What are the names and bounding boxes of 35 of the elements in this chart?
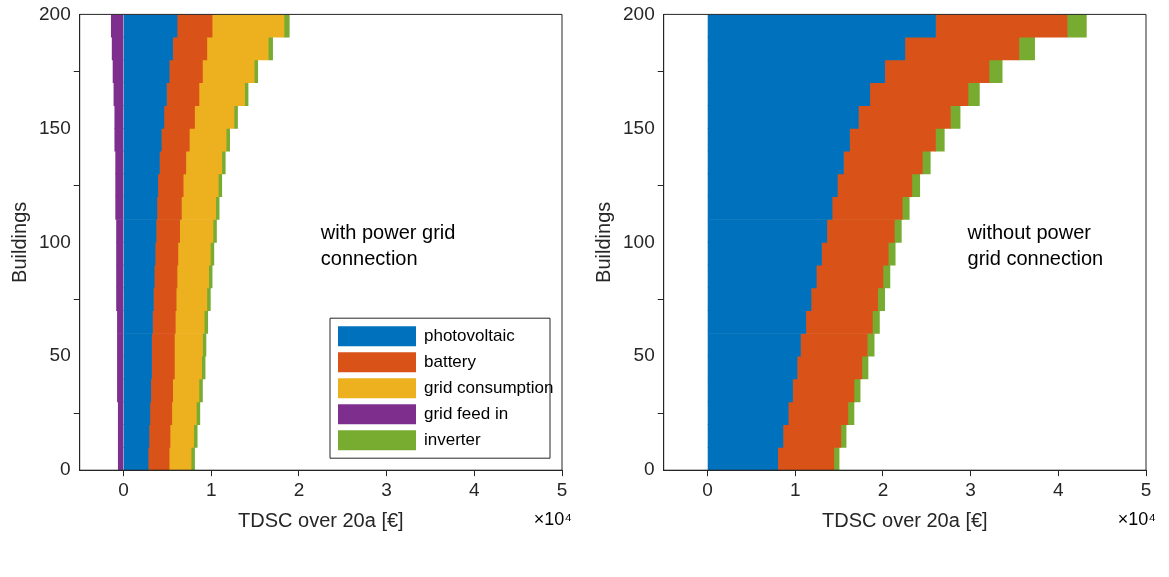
x-tick-label: 5 [556, 478, 568, 500]
y-tick-label: 50 [49, 344, 71, 366]
x-tick-label: 4 [469, 478, 481, 500]
text: ×10⁴ [533, 509, 572, 530]
y-tick-label: 0 [60, 458, 71, 480]
y-tick-label: 200 [623, 2, 655, 24]
text: ×10⁴ [1117, 509, 1156, 530]
x-tick-label: 1 [789, 478, 801, 500]
x-axis-title: TDSC over 20a [€] [822, 508, 988, 531]
x-tick-label: 3 [965, 478, 976, 500]
y-tick-label: 200 [39, 2, 71, 24]
legend-label: photovoltaic [424, 325, 516, 345]
y-tick-label: 0 [644, 458, 655, 480]
x-tick-label: 1 [205, 478, 217, 500]
y-tick-label: 50 [633, 344, 655, 366]
legend-label: grid consumption [424, 377, 554, 397]
y-axis-title: Buildings [591, 201, 614, 283]
y-tick-label: 150 [623, 116, 655, 138]
annotation: with power grid connection [319, 220, 456, 269]
y-tick-label: 100 [39, 230, 71, 252]
x-tick-label: 0 [702, 478, 713, 500]
legend-label: inverter [424, 429, 482, 449]
y-axis-title: Buildings [7, 201, 30, 283]
x-tick-label: 4 [1053, 478, 1065, 500]
y-tick-label: 100 [623, 230, 655, 252]
x-tick-label: 2 [293, 478, 305, 500]
x-tick-label: 3 [381, 478, 392, 500]
x-axis-title: TDSC over 20a [€] [238, 508, 404, 531]
legend-label: battery [424, 351, 477, 371]
annotation: without power grid connection [966, 220, 1104, 269]
x-tick-label: 5 [1140, 478, 1152, 500]
x-tick-label: 0 [118, 478, 129, 500]
legend-label: grid feed in [424, 403, 509, 423]
x-tick-label: 2 [877, 478, 889, 500]
y-tick-label: 150 [39, 116, 71, 138]
